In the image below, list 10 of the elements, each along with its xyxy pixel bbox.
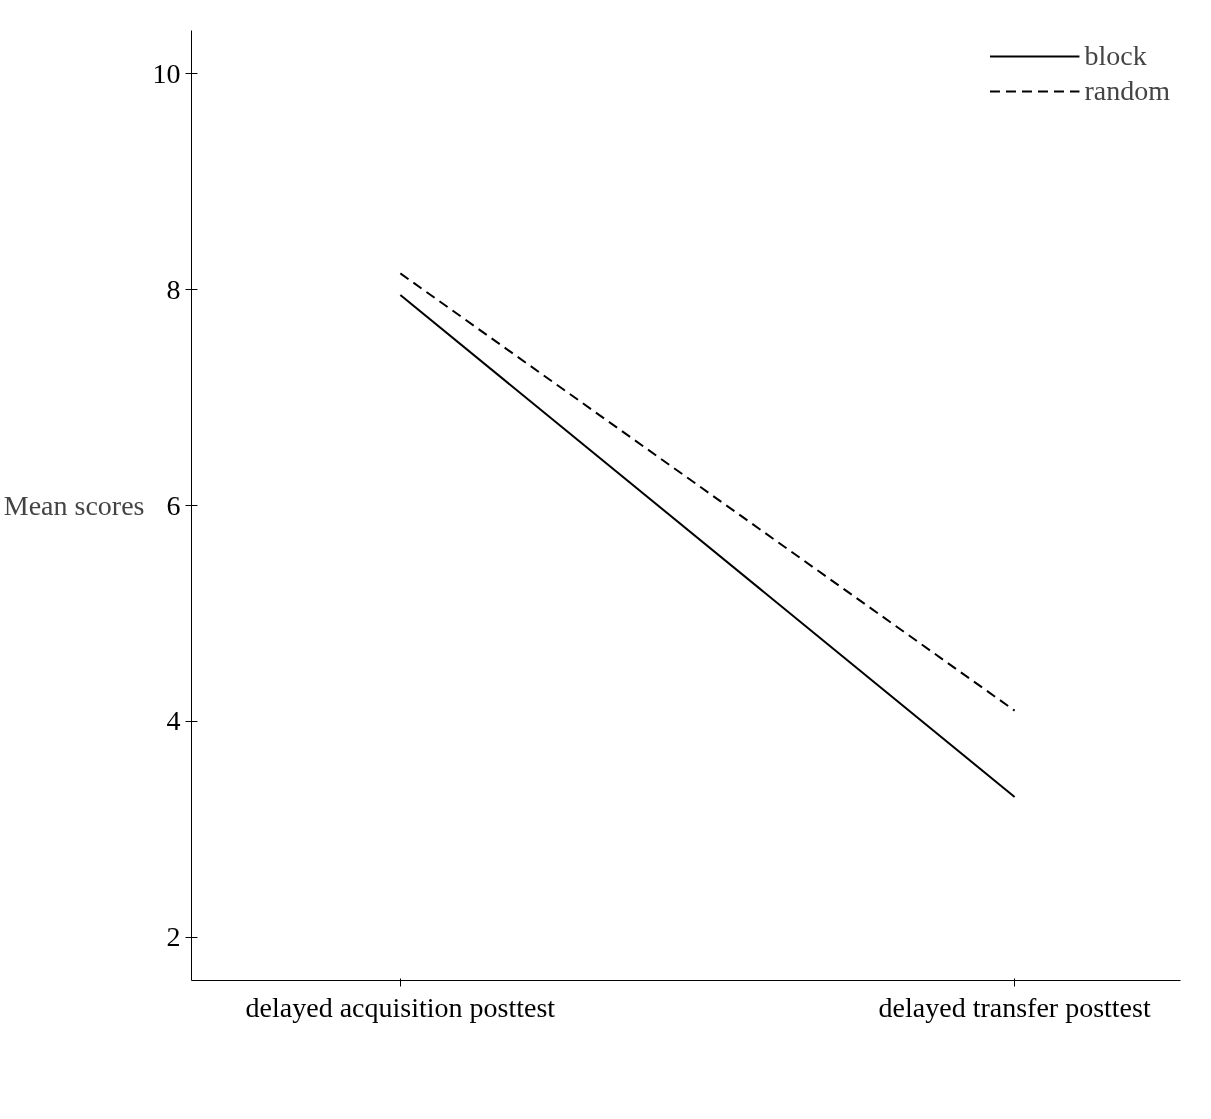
y-tick-label: 2: [166, 921, 181, 953]
y-tick-label: 6: [166, 489, 181, 521]
x-tick-label: delayed acquisition posttest: [245, 991, 556, 1023]
legend-label: random: [1084, 75, 1170, 107]
legend-label: block: [1084, 40, 1147, 72]
y-tick-label: 4: [166, 705, 181, 737]
y-tick-label: 10: [152, 57, 181, 89]
x-tick-label: delayed transfer posttest: [878, 991, 1151, 1023]
y-tick-label: 8: [166, 273, 181, 305]
y-axis-title: Mean scores: [3, 490, 145, 521]
